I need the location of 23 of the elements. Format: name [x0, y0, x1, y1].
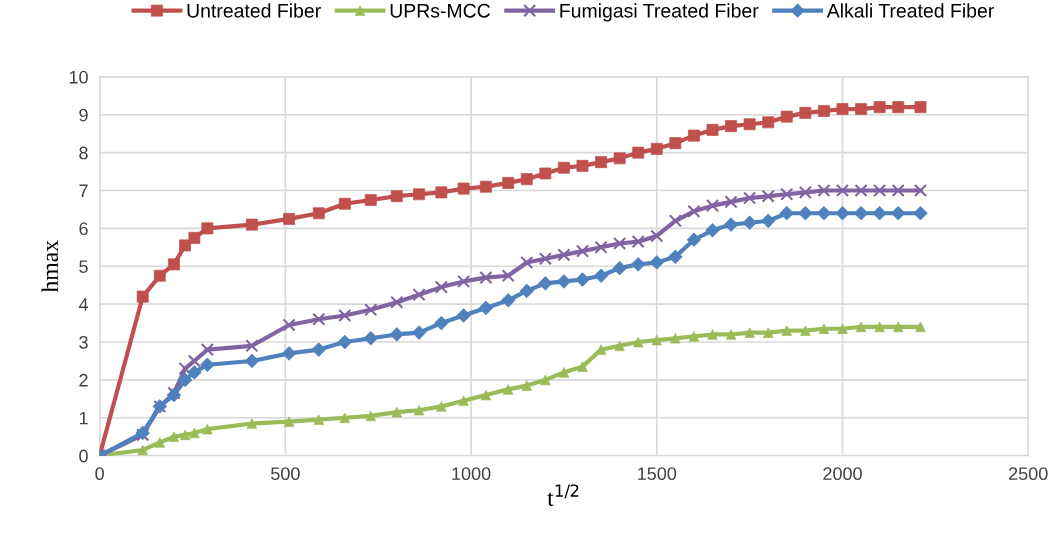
- legend-label: UPRs-MCC: [390, 3, 490, 18]
- legend-label: Alkali Treated Fiber: [826, 3, 994, 18]
- y-tick-label: 4: [78, 298, 88, 311]
- y-tick-label: 2: [79, 373, 88, 387]
- y-tick-label: 0: [79, 449, 88, 463]
- y-tick-label: 1: [79, 411, 88, 425]
- y-tick-label: 9: [79, 108, 88, 122]
- y-tick-label: 8: [79, 146, 88, 160]
- legend-label: Fumigasi Treated Fiber: [560, 3, 759, 22]
- y-tick-label: 10: [69, 70, 88, 84]
- x-tick-label: 2000: [823, 467, 862, 481]
- y-axis-title: hmax: [41, 240, 59, 293]
- x-tick-label: 1500: [638, 467, 677, 481]
- y-tick-label: 5: [79, 260, 88, 273]
- legend-label: Untreated Fiber: [187, 3, 321, 18]
- y-tick-label: 6: [79, 222, 88, 236]
- y-tick-label: 7: [79, 184, 88, 198]
- y-tick-label: 3: [79, 335, 88, 349]
- x-tick-label: 2500: [1009, 467, 1048, 481]
- x-axis-title: t$^{1/2}$: [547, 484, 579, 506]
- x-tick-label: 500: [271, 467, 300, 481]
- x-tick-label: 1000: [452, 467, 491, 481]
- x-tick-label: 0: [95, 467, 104, 481]
